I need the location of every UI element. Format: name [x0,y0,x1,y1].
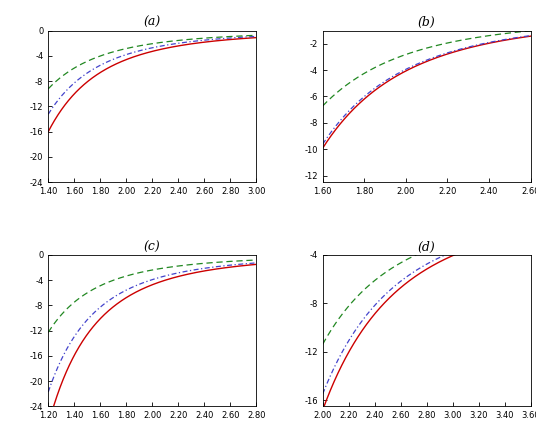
Title: (b): (b) [418,17,436,29]
Title: (c): (c) [144,241,161,254]
Title: (a): (a) [144,17,161,29]
Title: (d): (d) [418,241,436,254]
